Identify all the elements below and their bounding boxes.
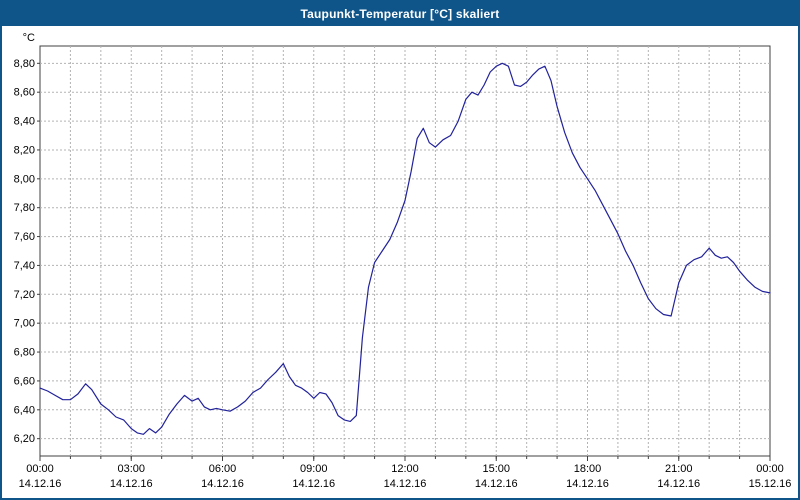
x-tick-time-label: 09:00: [300, 463, 328, 475]
x-tick-date-label: 14.12.16: [19, 478, 62, 490]
y-tick-label: 7,20: [14, 289, 35, 301]
y-tick-label: 7,00: [14, 318, 35, 330]
x-tick-date-label: 14.12.16: [292, 478, 335, 490]
temperature-line: [39, 62, 771, 435]
y-tick-label: 8,80: [14, 58, 35, 70]
y-tick-label: 6,40: [14, 404, 35, 416]
gridlines: [40, 46, 770, 456]
y-axis-unit-label: °C: [23, 32, 35, 44]
x-tick-date-label: 15.12.16: [749, 478, 792, 490]
x-tick-date-label: 14.12.16: [566, 478, 609, 490]
x-tick-time-label: 18:00: [574, 463, 602, 475]
y-tick-label: 8,40: [14, 116, 35, 128]
x-tick-date-label: 14.12.16: [657, 478, 700, 490]
y-axis-labels: °C 8,80 8,60 8,40 8,20 8,00 7,80 7,60 7,40 7,20 7,…: [14, 32, 40, 445]
x-tick-date-label: 14.12.16: [384, 478, 427, 490]
window-title: Taupunkt-Temperatur [°C] skaliert: [300, 7, 500, 21]
y-tick-label: 6,80: [14, 347, 35, 359]
chart-area: °C 8,80 8,60 8,40 8,20 8,00 7,80 7,60 7,40 7,20 7,…: [2, 26, 798, 498]
y-tick-label: 7,60: [14, 231, 35, 243]
y-tick-label: 8,60: [14, 87, 35, 99]
x-axis-labels: 00:00 14.12.16 03:00 14.12.16 06:00 14.12.16 0…: [19, 456, 792, 490]
y-tick-label: 7,40: [14, 260, 35, 272]
x-tick-time-label: 00:00: [26, 463, 54, 475]
title-bar: Taupunkt-Temperatur [°C] skaliert: [2, 2, 798, 26]
line-chart: °C 8,80 8,60 8,40 8,20 8,00 7,80 7,60 7,40 7,20 7,…: [14, 32, 792, 490]
x-tick-time-label: 15:00: [482, 463, 510, 475]
x-tick-time-label: 00:00: [756, 463, 784, 475]
x-tick-time-label: 21:00: [665, 463, 693, 475]
y-tick-label: 8,00: [14, 173, 35, 185]
x-tick-time-label: 06:00: [209, 463, 237, 475]
y-tick-label: 6,20: [14, 433, 35, 445]
x-tick-time-label: 12:00: [391, 463, 419, 475]
x-tick-date-label: 14.12.16: [475, 478, 518, 490]
x-tick-time-label: 03:00: [117, 463, 145, 475]
y-tick-label: 6,60: [14, 375, 35, 387]
y-tick-label: 7,80: [14, 202, 35, 214]
x-tick-date-label: 14.12.16: [110, 478, 153, 490]
x-tick-date-label: 14.12.16: [201, 478, 244, 490]
y-tick-label: 8,20: [14, 144, 35, 156]
